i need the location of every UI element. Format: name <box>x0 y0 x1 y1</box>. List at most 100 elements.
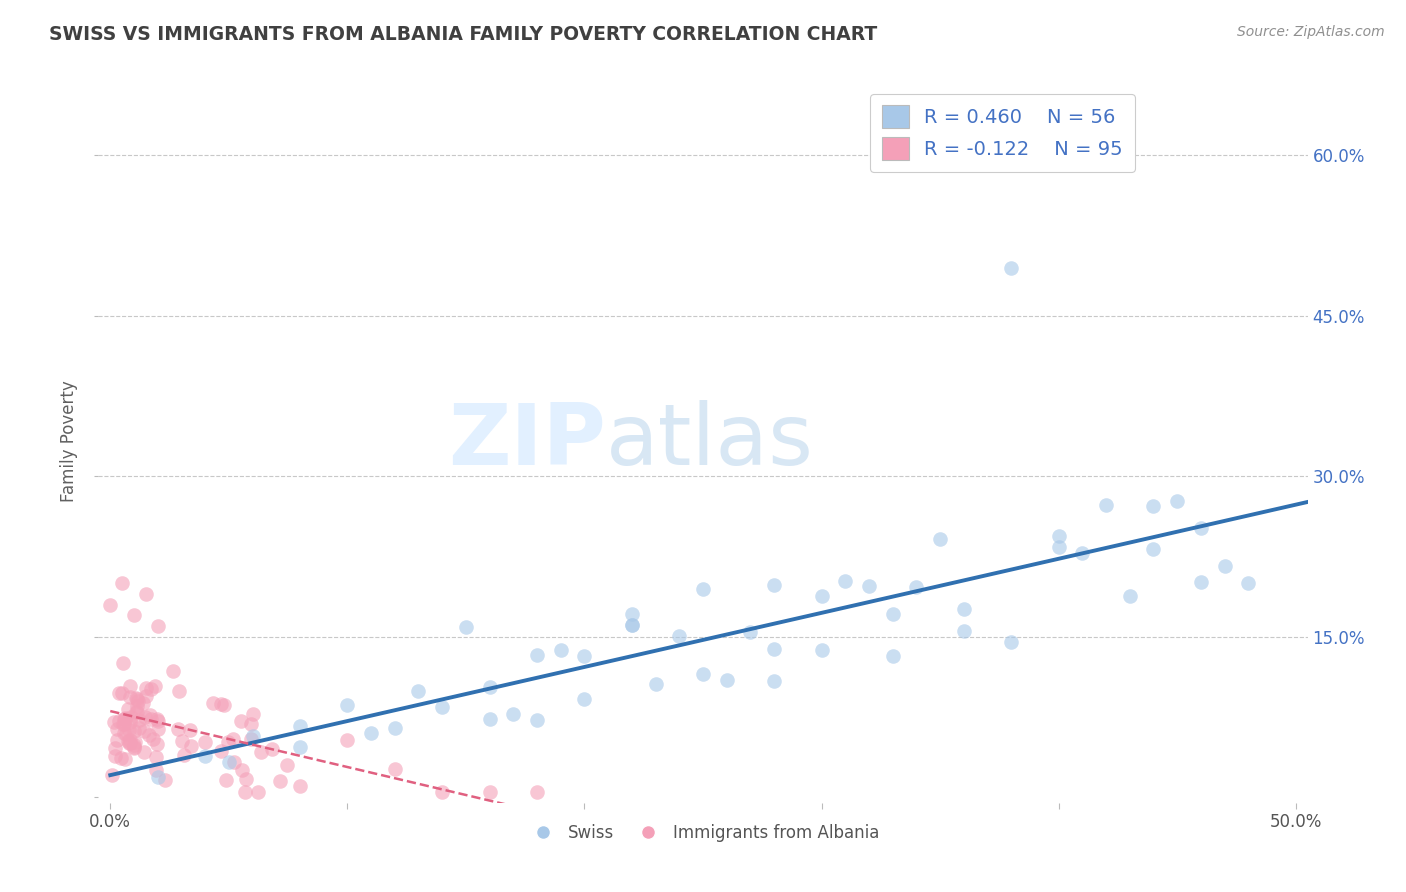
Point <box>242 729 264 743</box>
Point <box>574 692 596 706</box>
Point <box>138 728 160 742</box>
Point <box>668 630 690 644</box>
Point <box>112 717 135 731</box>
Point <box>288 719 311 733</box>
Point <box>905 580 928 594</box>
Point <box>166 723 188 737</box>
Point <box>128 722 150 736</box>
Point <box>112 712 135 726</box>
Point <box>215 772 238 787</box>
Point <box>114 712 136 726</box>
Legend: Swiss, Immigrants from Albania: Swiss, Immigrants from Albania <box>520 817 886 848</box>
Point <box>810 589 832 603</box>
Point <box>454 620 477 634</box>
Point <box>135 689 157 703</box>
Point <box>120 710 142 724</box>
Text: Source: ZipAtlas.com: Source: ZipAtlas.com <box>1237 25 1385 39</box>
Point <box>644 677 666 691</box>
Point <box>222 756 245 770</box>
Point <box>502 706 524 721</box>
Point <box>882 607 904 621</box>
Point <box>101 768 124 782</box>
Point <box>173 747 195 762</box>
Point <box>1047 540 1070 554</box>
Point <box>142 732 165 747</box>
Point <box>1071 546 1094 560</box>
Point <box>146 722 169 736</box>
Point <box>118 679 141 693</box>
Text: SWISS VS IMMIGRANTS FROM ALBANIA FAMILY POVERTY CORRELATION CHART: SWISS VS IMMIGRANTS FROM ALBANIA FAMILY … <box>49 25 877 44</box>
Point <box>384 721 406 735</box>
Point <box>125 698 148 713</box>
Point <box>222 732 245 747</box>
Point <box>740 625 762 640</box>
Point <box>135 587 157 601</box>
Point <box>246 785 269 799</box>
Point <box>132 697 155 711</box>
Point <box>122 608 145 623</box>
Point <box>118 723 141 738</box>
Y-axis label: Family Poverty: Family Poverty <box>60 381 79 502</box>
Point <box>242 706 264 721</box>
Point <box>250 745 273 759</box>
Point <box>124 741 146 756</box>
Point <box>1095 498 1118 512</box>
Point <box>128 713 150 727</box>
Point <box>1047 529 1070 543</box>
Point <box>103 714 125 729</box>
Point <box>108 714 131 729</box>
Point <box>117 702 139 716</box>
Point <box>145 737 167 751</box>
Point <box>127 694 149 708</box>
Point <box>952 602 974 616</box>
Point <box>1189 521 1212 535</box>
Point <box>1142 541 1164 556</box>
Text: ZIP: ZIP <box>449 400 606 483</box>
Point <box>1166 494 1188 508</box>
Point <box>134 710 156 724</box>
Point <box>1000 260 1022 275</box>
Point <box>1119 590 1142 604</box>
Point <box>432 700 454 714</box>
Point <box>952 624 974 638</box>
Point <box>132 745 155 759</box>
Point <box>135 681 157 695</box>
Point <box>692 667 714 681</box>
Point <box>231 764 253 778</box>
Point <box>209 744 232 758</box>
Point <box>118 736 141 750</box>
Point <box>145 763 167 777</box>
Point <box>104 741 127 756</box>
Point <box>763 673 786 688</box>
Point <box>139 708 162 723</box>
Point <box>162 665 184 679</box>
Point <box>882 649 904 664</box>
Point <box>336 733 359 747</box>
Point <box>105 733 128 747</box>
Point <box>145 749 167 764</box>
Point <box>288 780 311 794</box>
Point <box>239 731 262 746</box>
Point <box>716 673 738 687</box>
Point <box>218 755 240 769</box>
Point <box>478 785 501 799</box>
Point <box>217 735 239 749</box>
Point <box>239 717 262 731</box>
Point <box>124 734 146 748</box>
Point <box>125 706 148 720</box>
Point <box>763 577 786 591</box>
Point <box>120 733 142 747</box>
Point <box>834 574 856 588</box>
Point <box>209 697 232 711</box>
Point <box>478 680 501 694</box>
Point <box>233 785 256 799</box>
Point <box>1142 499 1164 513</box>
Point <box>550 643 572 657</box>
Point <box>620 618 643 632</box>
Point <box>145 712 167 726</box>
Point <box>179 723 201 737</box>
Point <box>526 648 548 663</box>
Point <box>212 698 235 713</box>
Point <box>127 705 149 719</box>
Point <box>194 749 217 764</box>
